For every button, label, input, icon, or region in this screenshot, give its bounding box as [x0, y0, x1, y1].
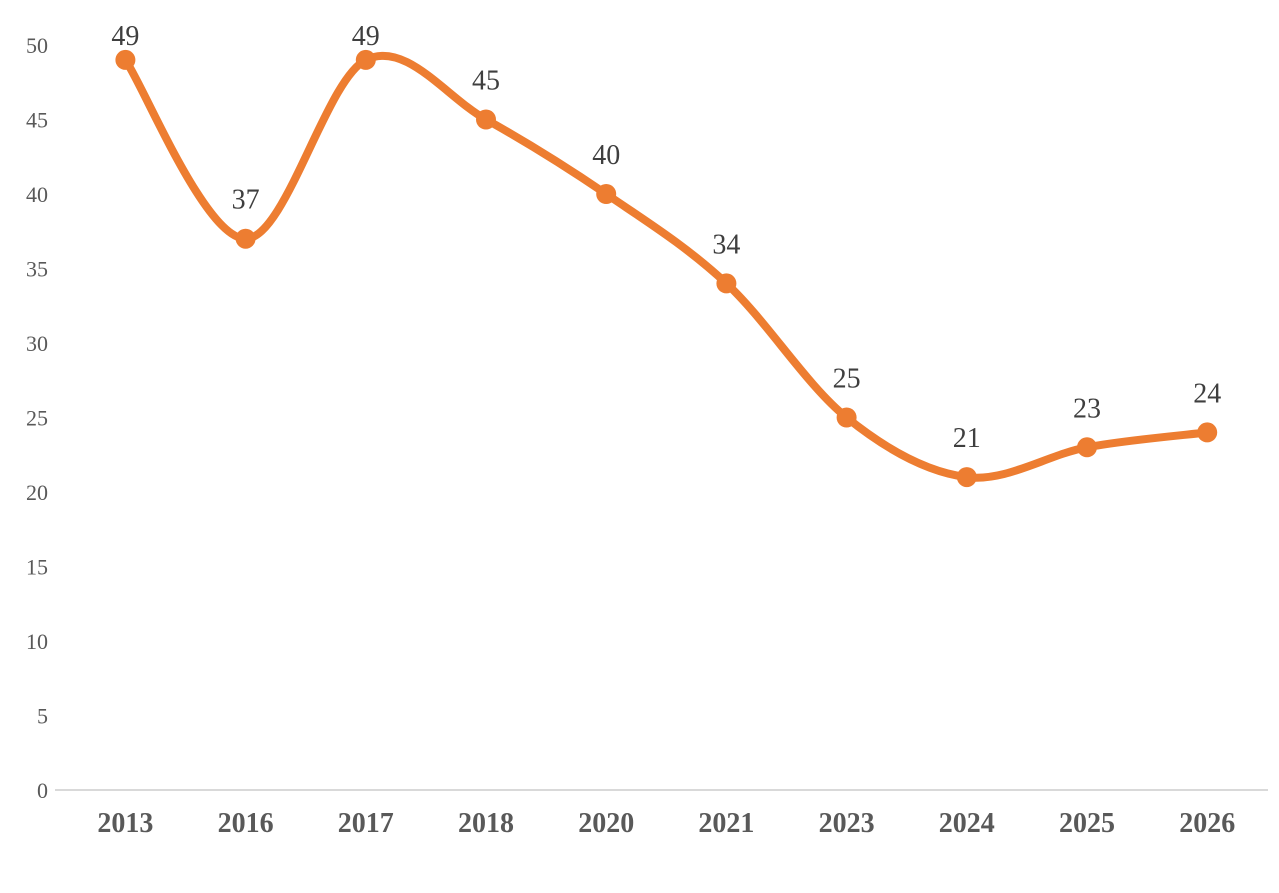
x-tick-label: 2016 — [218, 808, 274, 839]
data-label: 49 — [111, 21, 139, 52]
x-axis-tick-labels: 2013 2016 2017 2018 2020 2021 2023 2024 2025 2026 — [97, 808, 1235, 839]
x-tick-label: 2024 — [939, 808, 995, 839]
series-markers — [115, 49, 1218, 488]
data-point-2023[interactable] — [836, 407, 857, 428]
data-label: 34 — [712, 229, 740, 260]
y-tick-label: 50 — [26, 33, 48, 58]
y-tick-label: 15 — [26, 555, 48, 580]
data-label: 24 — [1193, 378, 1221, 409]
x-tick-label: 2018 — [458, 808, 514, 839]
y-tick-label: 30 — [26, 331, 48, 356]
x-tick-label: 2025 — [1059, 808, 1115, 839]
x-tick-label: 2013 — [97, 808, 153, 839]
y-tick-label: 10 — [26, 629, 48, 654]
data-label: 37 — [232, 185, 260, 216]
data-point-2025[interactable] — [1077, 437, 1097, 458]
x-tick-label: 2023 — [819, 808, 875, 839]
data-point-2017[interactable] — [355, 49, 376, 70]
data-point-2020[interactable] — [596, 184, 617, 204]
data-label: 23 — [1073, 393, 1101, 424]
y-axis-tick-labels: 0 5 10 15 20 25 30 35 40 45 50 — [26, 33, 48, 803]
data-point-2021[interactable] — [716, 273, 737, 294]
x-tick-label: 2017 — [338, 808, 394, 839]
y-tick-label: 35 — [26, 257, 48, 282]
y-tick-label: 45 — [26, 108, 48, 133]
y-tick-label: 20 — [26, 480, 48, 505]
data-label: 45 — [472, 66, 500, 97]
x-tick-label: 2020 — [578, 808, 634, 839]
x-tick-label: 2026 — [1179, 808, 1235, 839]
data-point-2026[interactable] — [1197, 422, 1218, 443]
y-tick-label: 0 — [37, 778, 48, 803]
data-point-2024[interactable] — [956, 467, 977, 488]
series-line[interactable] — [121, 51, 1212, 482]
data-label: 21 — [953, 423, 981, 454]
y-tick-label: 25 — [26, 406, 48, 431]
y-tick-label: 40 — [26, 182, 48, 207]
data-label: 40 — [592, 140, 620, 171]
series-data-labels: 49 37 49 45 40 34 25 21 23 24 — [111, 21, 1221, 454]
data-point-2018[interactable] — [476, 109, 496, 130]
x-tick-label: 2021 — [698, 808, 754, 839]
y-tick-label: 5 — [37, 704, 48, 729]
data-label: 49 — [352, 21, 380, 52]
data-point-2016[interactable] — [235, 228, 256, 249]
data-point-2013[interactable] — [115, 49, 136, 70]
data-label: 25 — [833, 364, 861, 395]
